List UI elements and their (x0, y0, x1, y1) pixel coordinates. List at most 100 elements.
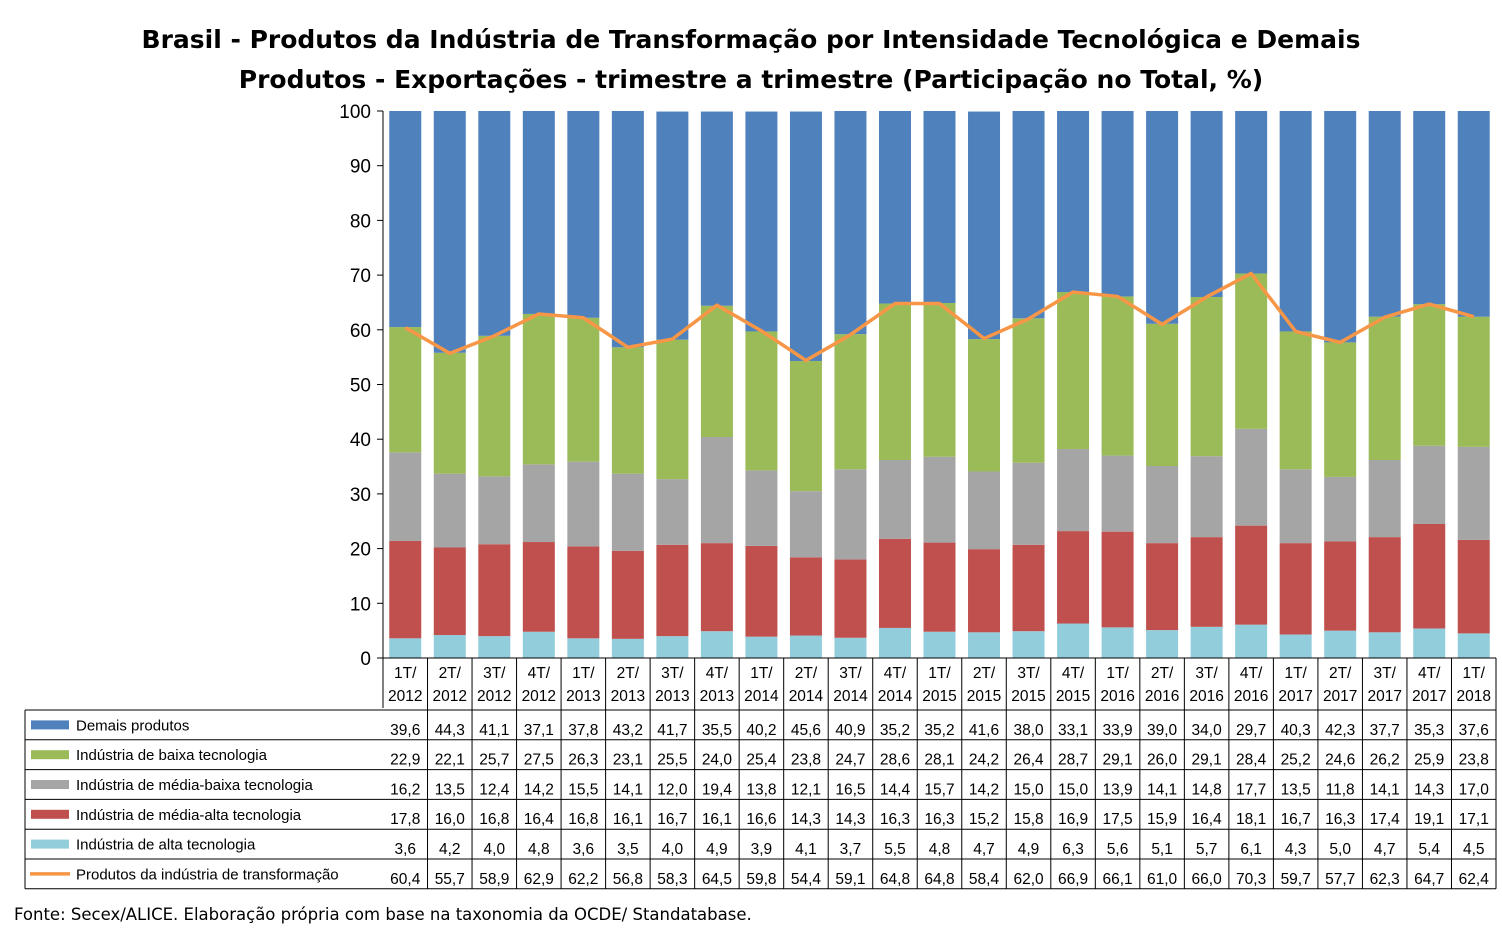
bar-segment-industria-de-baixa-tecnologia (567, 317, 600, 462)
bar-segment-industria-de-alta-tecnologia (611, 638, 644, 658)
table-value-industria-de-alta-tecnologia: 4,9 (1018, 841, 1040, 858)
bar-segment-industria-de-alta-tecnologia (1057, 623, 1090, 658)
bar-segment-industria-de-baixa-tecnologia (1146, 323, 1179, 467)
bar-segment-demais-produtos (567, 111, 600, 318)
x-category-label: 4T/ (884, 665, 907, 682)
x-category-label: 2013 (655, 688, 689, 705)
bar-segment-industria-de-baixa-tecnologia (522, 313, 555, 465)
table-value-industria-de-media-alta-tecnologia: 16,3 (1325, 811, 1355, 828)
bar-segment-industria-de-media-alta-tecnologia (611, 550, 644, 639)
legend-key-industria-de-media-alta-tecnologia (31, 809, 69, 819)
x-category-label: 2012 (388, 688, 422, 705)
bar-segment-demais-produtos (433, 111, 466, 353)
table-value-produtos-da-industria-de-transformacao: 57,7 (1325, 871, 1355, 888)
x-category-label: 2T/ (1329, 665, 1352, 682)
x-category-label: 1T/ (1106, 665, 1129, 682)
table-value-produtos-da-industria-de-transformacao: 54,4 (791, 871, 822, 888)
x-category-label: 3T/ (661, 665, 684, 682)
table-value-industria-de-media-baixa-tecnologia: 17,0 (1459, 781, 1490, 798)
table-value-industria-de-media-alta-tecnologia: 18,1 (1236, 811, 1266, 828)
table-value-industria-de-media-alta-tecnologia: 15,8 (1013, 811, 1043, 828)
table-value-industria-de-media-baixa-tecnologia: 16,5 (835, 781, 865, 798)
x-category-label: 1T/ (394, 665, 417, 682)
table-value-industria-de-baixa-tecnologia: 29,1 (1102, 752, 1132, 769)
bar-segment-industria-de-baixa-tecnologia (1457, 316, 1490, 447)
bar-segment-demais-produtos (878, 111, 911, 304)
table-value-industria-de-alta-tecnologia: 5,1 (1151, 841, 1173, 858)
table-value-produtos-da-industria-de-transformacao: 58,3 (657, 871, 687, 888)
bar-segment-industria-de-media-baixa-tecnologia (1146, 466, 1179, 544)
table-value-industria-de-baixa-tecnologia: 23,8 (1459, 752, 1489, 769)
table-value-industria-de-baixa-tecnologia: 28,7 (1058, 752, 1088, 769)
table-value-produtos-da-industria-de-transformacao: 62,0 (1013, 871, 1044, 888)
bar-segment-industria-de-media-alta-tecnologia (567, 546, 600, 639)
y-tick-label: 90 (350, 157, 371, 178)
bar-segment-industria-de-media-alta-tecnologia (1190, 537, 1223, 627)
y-tick-label: 80 (350, 211, 371, 232)
bar-segment-industria-de-media-baixa-tecnologia (1101, 455, 1134, 532)
bar-segment-industria-de-media-baixa-tecnologia (1057, 449, 1090, 532)
table-value-industria-de-media-alta-tecnologia: 16,4 (524, 811, 555, 828)
table-value-demais-produtos: 38,0 (1013, 722, 1044, 739)
table-value-industria-de-media-baixa-tecnologia: 14,3 (1414, 781, 1444, 798)
x-category-label: 2015 (922, 688, 956, 705)
table-value-industria-de-alta-tecnologia: 5,6 (1107, 841, 1129, 858)
table-value-industria-de-alta-tecnologia: 4,3 (1285, 841, 1307, 858)
table-value-industria-de-media-baixa-tecnologia: 15,5 (568, 781, 598, 798)
table-value-industria-de-media-alta-tecnologia: 16,0 (435, 811, 466, 828)
chart-title-line-1: Brasil - Produtos da Indústria de Transf… (142, 25, 1361, 54)
bar-segment-industria-de-baixa-tecnologia (656, 339, 689, 480)
table-value-demais-produtos: 29,7 (1236, 722, 1266, 739)
legend-label-demais-produtos: Demais produtos (76, 717, 189, 734)
table-value-industria-de-baixa-tecnologia: 23,1 (613, 752, 643, 769)
x-category-label: 3T/ (1017, 665, 1040, 682)
table-value-industria-de-alta-tecnologia: 3,6 (394, 841, 416, 858)
table-value-industria-de-media-alta-tecnologia: 16,7 (657, 811, 687, 828)
y-tick-label: 60 (350, 321, 371, 342)
table-value-industria-de-baixa-tecnologia: 26,3 (568, 752, 598, 769)
table-value-industria-de-alta-tecnologia: 5,0 (1329, 841, 1351, 858)
x-category-label: 4T/ (1418, 665, 1441, 682)
table-value-industria-de-baixa-tecnologia: 26,4 (1013, 752, 1044, 769)
bars (389, 111, 1490, 658)
table-value-industria-de-media-baixa-tecnologia: 14,4 (880, 781, 911, 798)
x-category-label: 2015 (967, 688, 1001, 705)
bar-segment-demais-produtos (1101, 111, 1134, 297)
bar-segment-demais-produtos (389, 111, 422, 328)
bar-segment-industria-de-media-alta-tecnologia (656, 544, 689, 637)
table-value-demais-produtos: 37,6 (1459, 722, 1489, 739)
table-value-industria-de-media-alta-tecnologia: 14,3 (791, 811, 821, 828)
line-series-produtos-da-industria-de-transformacao (404, 271, 1475, 363)
bar-segment-industria-de-alta-tecnologia (923, 631, 956, 658)
bar-segment-industria-de-media-alta-tecnologia (1146, 543, 1179, 631)
bar-segment-demais-produtos (1012, 111, 1045, 319)
table-value-industria-de-media-baixa-tecnologia: 13,5 (435, 781, 465, 798)
bar-segment-industria-de-media-baixa-tecnologia (567, 461, 600, 547)
table-value-demais-produtos: 41,1 (479, 722, 509, 739)
table-value-produtos-da-industria-de-transformacao: 62,4 (1459, 871, 1490, 888)
table-value-produtos-da-industria-de-transformacao: 64,8 (880, 871, 910, 888)
bar-segment-demais-produtos (478, 111, 511, 336)
bar-segment-industria-de-baixa-tecnologia (389, 327, 422, 453)
table-value-industria-de-media-alta-tecnologia: 17,5 (1102, 811, 1132, 828)
x-category-label: 2013 (566, 688, 600, 705)
table-value-industria-de-media-baixa-tecnologia: 14,1 (613, 781, 643, 798)
bar-segment-industria-de-media-alta-tecnologia (878, 538, 911, 628)
x-category-label: 2015 (1056, 688, 1090, 705)
bar-segment-industria-de-baixa-tecnologia (1012, 318, 1045, 463)
table-value-industria-de-baixa-tecnologia: 29,1 (1192, 752, 1222, 769)
y-tick-label: 20 (350, 540, 371, 561)
table-value-industria-de-baixa-tecnologia: 26,2 (1370, 752, 1400, 769)
bar-segment-industria-de-media-alta-tecnologia (389, 540, 422, 639)
table-value-produtos-da-industria-de-transformacao: 56,8 (613, 871, 643, 888)
y-tick-label: 10 (350, 594, 371, 615)
x-category-label: 2012 (522, 688, 556, 705)
bar-segment-industria-de-alta-tecnologia (1190, 626, 1223, 658)
bar-segment-industria-de-media-baixa-tecnologia (923, 456, 956, 543)
bar-segment-industria-de-media-alta-tecnologia (789, 557, 822, 636)
table-value-industria-de-media-baixa-tecnologia: 15,7 (924, 781, 954, 798)
bar-segment-industria-de-media-baixa-tecnologia (1457, 446, 1490, 540)
table-value-produtos-da-industria-de-transformacao: 70,3 (1236, 871, 1266, 888)
table-value-demais-produtos: 39,6 (390, 722, 420, 739)
